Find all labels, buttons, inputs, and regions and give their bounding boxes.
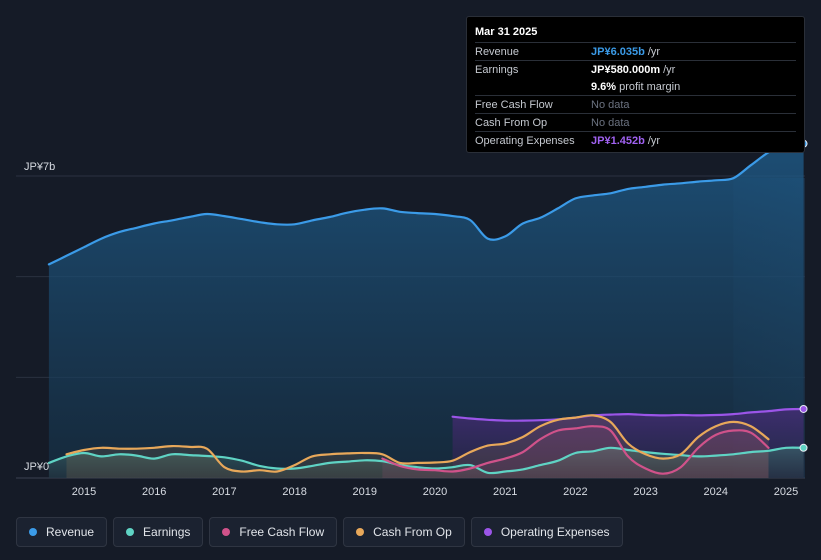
legend-dot-icon	[222, 528, 231, 536]
x-tick-label: 2023	[633, 486, 657, 498]
tooltip-label: Operating Expenses	[475, 134, 575, 147]
chart-legend: Revenue Earnings Free Cash Flow Cash Fro…	[16, 517, 623, 547]
x-tick-label: 2022	[563, 486, 587, 498]
operating-expenses-line	[451, 407, 805, 422]
tooltip-value: JP¥1.452b	[591, 134, 645, 147]
cash-from-op-area	[66, 415, 769, 478]
legend-item-revenue[interactable]: Revenue	[16, 517, 108, 547]
x-tick-label: 2015	[72, 486, 96, 498]
x-tick-label: 2019	[353, 486, 377, 498]
profit-margin-label: profit margin	[619, 80, 681, 93]
x-tick-label: 2018	[282, 486, 306, 498]
tooltip-date: Mar 31 2025	[475, 26, 538, 38]
legend-label: Cash From Op	[373, 525, 452, 539]
x-tick-label: 2020	[423, 486, 447, 498]
legend-dot-icon	[483, 528, 492, 536]
legend-item-free-cash-flow[interactable]: Free Cash Flow	[209, 517, 338, 547]
tooltip-row-revenue: Revenue JP¥6.035b /yr	[475, 42, 796, 60]
revenue-area	[48, 142, 804, 478]
tooltip-row-free-cash-flow: Free Cash Flow No data	[475, 95, 796, 113]
x-tick-label: 2016	[142, 486, 166, 498]
tooltip-value: JP¥6.035b	[591, 45, 645, 58]
y-axis-bottom-label: JP¥0	[24, 461, 49, 473]
tooltip-value: JP¥580.000m	[591, 63, 661, 76]
cash-from-op-line	[65, 414, 770, 473]
legend-label: Operating Expenses	[500, 525, 610, 539]
profit-margin-value: 9.6%	[591, 80, 617, 93]
tooltip-label: Cash From Op	[475, 116, 548, 129]
operating-expenses-marker	[799, 404, 808, 413]
x-tick-label: 2021	[493, 486, 517, 498]
tooltip-row-earnings: Earnings JP¥580.000m /yr	[475, 60, 796, 78]
legend-dot-icon	[126, 528, 135, 536]
legend-label: Earnings	[143, 525, 191, 539]
tooltip-value: No data	[591, 98, 630, 111]
legend-item-operating-expenses[interactable]: Operating Expenses	[470, 517, 623, 547]
legend-label: Free Cash Flow	[239, 525, 325, 539]
tooltip-unit: /yr	[647, 134, 661, 147]
tooltip-profit-margin: 9.6% profit margin	[475, 78, 796, 95]
tooltip-row-operating-expenses: Operating Expenses JP¥1.452b /yr	[475, 131, 796, 149]
free-cash-flow-line	[381, 425, 770, 475]
tooltip-unit: /yr	[647, 45, 661, 58]
earnings-marker	[799, 443, 808, 452]
x-tick-label: 2025	[774, 486, 798, 498]
x-tick-label: 2017	[212, 486, 236, 498]
tooltip-label: Free Cash Flow	[475, 98, 553, 111]
legend-item-earnings[interactable]: Earnings	[113, 517, 204, 547]
x-tick-label: 2024	[704, 486, 728, 498]
revenue-line	[47, 141, 805, 266]
data-tooltip: Mar 31 2025 Revenue JP¥6.035b /yr Earnin…	[466, 16, 805, 153]
tooltip-label: Earnings	[475, 63, 519, 76]
y-axis-top-label: JP¥7b	[24, 161, 55, 173]
legend-label: Revenue	[46, 525, 95, 539]
tooltip-unit: /yr	[663, 63, 676, 76]
tooltip-value: No data	[591, 116, 630, 129]
tooltip-row-cash-from-op: Cash From Op No data	[475, 113, 796, 131]
legend-dot-icon	[356, 528, 365, 536]
legend-item-cash-from-op[interactable]: Cash From Op	[343, 517, 465, 547]
legend-dot-icon	[29, 528, 37, 536]
tooltip-label: Revenue	[475, 45, 520, 58]
